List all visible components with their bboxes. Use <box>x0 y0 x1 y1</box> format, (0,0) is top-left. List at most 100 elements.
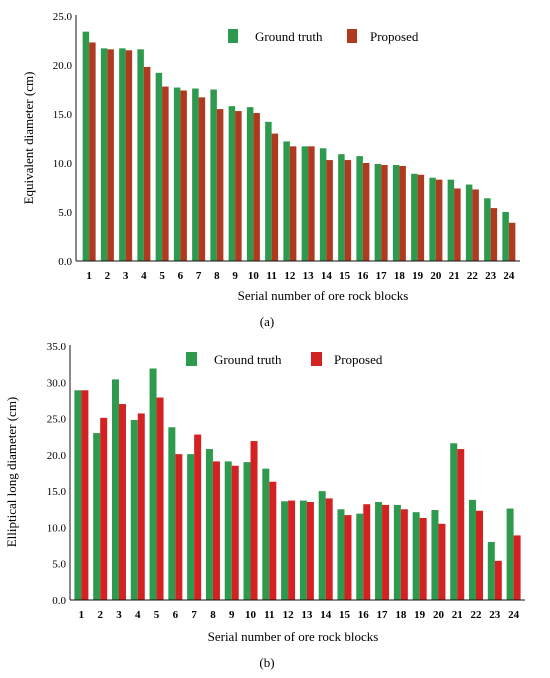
chart-a-xtick-label: 22 <box>467 270 479 282</box>
chart-a-bar-proposed <box>399 165 406 261</box>
chart-b-xtick-label: 12 <box>283 609 295 621</box>
chart-b-xtick-label: 8 <box>210 609 216 621</box>
chart-b-xtick-label: 11 <box>264 609 274 621</box>
chart-b-bar-ground-truth <box>281 501 289 600</box>
chart-a-xtick-label: 1 <box>86 270 92 282</box>
chart-b-legend-swatch-ground-truth <box>186 352 197 366</box>
chart-b-xtick-label: 9 <box>229 609 235 621</box>
chart-a-bar-ground-truth <box>100 48 108 262</box>
chart-b-bar-proposed <box>100 417 108 600</box>
chart-a-bar-proposed <box>508 222 516 261</box>
chart-a-bar-proposed <box>89 42 96 262</box>
chart-b-ytick-label: 15.0 <box>47 486 67 498</box>
chart-a-bar-proposed <box>490 208 498 261</box>
chart-a-ylabel: Equivalent diameter (cm) <box>21 72 36 205</box>
chart-b-bar-ground-truth <box>111 379 119 600</box>
chart-b-xtick-label: 22 <box>471 609 483 621</box>
chart-b-legend-swatch-proposed <box>311 352 322 366</box>
chart-b-bar-proposed <box>400 509 408 600</box>
chart-b-bar-proposed <box>382 504 390 600</box>
chart-b-bar-proposed <box>212 461 220 600</box>
chart-b-bar-proposed <box>288 500 296 600</box>
chart-b-bar-proposed <box>363 504 371 600</box>
chart-b-panel-label: (b) <box>259 655 274 670</box>
chart-a-bar-proposed <box>435 179 443 261</box>
chart-a-xtick-label: 24 <box>503 270 515 282</box>
chart-b-bar-ground-truth <box>356 513 364 600</box>
chart-b-bar-proposed <box>269 481 277 600</box>
chart-a-xtick-label: 21 <box>449 270 460 282</box>
chart-a-bar-ground-truth <box>119 48 126 262</box>
chart-b: Elliptical long diameter (cm) 0.05.010.0… <box>4 341 525 670</box>
chart-b-ytick-label: 35.0 <box>47 341 67 353</box>
chart-a-xtick-label: 3 <box>123 270 129 282</box>
chart-b-bar-proposed <box>419 517 427 600</box>
chart-a-ytick-label: 10.0 <box>53 158 73 170</box>
chart-b-bar-proposed <box>175 454 183 600</box>
chart-a-bar-proposed <box>180 90 187 261</box>
chart-a-bar-proposed <box>162 86 169 261</box>
chart-a-bar-proposed <box>125 50 133 261</box>
chart-b-bar-ground-truth <box>205 449 213 600</box>
chart-b-xtick-label: 3 <box>116 609 122 621</box>
chart-a-bar-proposed <box>344 160 352 261</box>
chart-a-bar-proposed <box>143 66 151 262</box>
chart-b-xtick-label: 24 <box>508 609 520 621</box>
chart-a-bar-ground-truth <box>374 163 382 261</box>
chart-a-legend: Ground truth Proposed <box>228 29 419 44</box>
chart-b-bar-proposed <box>156 397 164 600</box>
chart-a-bar-proposed <box>289 146 297 261</box>
chart-b-xtick-label: 20 <box>433 609 445 621</box>
chart-a-bar-ground-truth <box>447 179 455 261</box>
chart-a-bar-ground-truth <box>338 154 345 261</box>
chart-a-xtick-label: 12 <box>284 270 296 282</box>
chart-a-xtick-label: 18 <box>394 270 406 282</box>
chart-b-bar-ground-truth <box>168 427 176 600</box>
chart-b-bar-proposed <box>344 515 352 600</box>
chart-a-xtick-label: 16 <box>357 270 369 282</box>
chart-a-xtick-label: 9 <box>232 270 238 282</box>
chart-a-bar-ground-truth <box>502 212 509 261</box>
chart-a-bars <box>82 31 516 262</box>
chart-b-xtick-label: 15 <box>339 609 351 621</box>
chart-b-ytick-label: 30.0 <box>47 377 67 389</box>
chart-a-legend-swatch-ground-truth <box>228 29 238 43</box>
chart-b-ytick-label: 20.0 <box>47 450 67 462</box>
chart-b-bar-proposed <box>194 434 202 600</box>
chart-b-bar-ground-truth <box>450 443 458 600</box>
chart-a-ytick-label: 25.0 <box>53 11 73 23</box>
chart-a-xtick-label: 17 <box>376 270 388 282</box>
chart-a-bar-ground-truth <box>246 107 254 261</box>
chart-a-xticks: 1 2 3 4 5 6 7 8 9 10 11 12 13 14 15 16 17 18 19 20 21 22 23 24 <box>86 270 515 282</box>
chart-b-xtick-label: 13 <box>301 609 313 621</box>
chart-b-xtick-label: 23 <box>489 609 501 621</box>
chart-b-xtick-label: 21 <box>452 609 463 621</box>
chart-a-xtick-label: 13 <box>303 270 315 282</box>
chart-a-bar-proposed <box>271 133 279 261</box>
chart-b-bar-ground-truth <box>224 461 232 600</box>
chart-b-bar-ground-truth <box>130 420 138 600</box>
chart-b-bar-proposed <box>231 465 239 600</box>
chart-a-xtick-label: 6 <box>178 270 184 282</box>
chart-b-xtick-label: 2 <box>97 609 103 621</box>
chart-b-bar-ground-truth <box>93 433 101 600</box>
chart-a-xtick-label: 8 <box>214 270 220 282</box>
chart-a-bar-ground-truth <box>228 106 236 261</box>
chart-a-bar-ground-truth <box>192 88 199 262</box>
chart-a-xtick-label: 15 <box>339 270 351 282</box>
chart-b-bar-ground-truth <box>74 390 82 600</box>
chart-b-bar-proposed <box>306 502 314 600</box>
chart-b-bar-ground-truth <box>412 512 420 600</box>
chart-b-bar-ground-truth <box>149 368 157 600</box>
chart-b-xtick-label: 6 <box>173 609 179 621</box>
chart-b-bar-proposed <box>513 535 521 600</box>
chart-b-legend-label-proposed: Proposed <box>334 352 383 367</box>
chart-a-bar-ground-truth <box>429 177 436 261</box>
chart-a-bar-ground-truth <box>82 31 90 262</box>
chart-b-legend: Ground truth Proposed <box>186 352 383 367</box>
chart-b-xtick-label: 4 <box>135 609 141 621</box>
chart-a-xtick-label: 19 <box>412 270 424 282</box>
chart-a-bar-proposed <box>107 49 114 261</box>
chart-b-ylabel: Elliptical long diameter (cm) <box>4 397 19 548</box>
chart-a: Equivalent diameter (cm) 0.0 5.0 10.0 15.0 2… <box>21 11 520 329</box>
